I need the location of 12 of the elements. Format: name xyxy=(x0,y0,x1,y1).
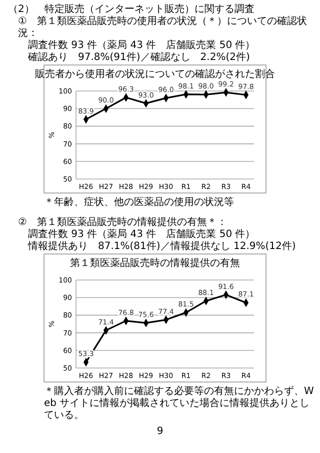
chart-title: 販売者から使用者の状況についての確認がされた割合 xyxy=(35,68,275,80)
text: ① 第１類医薬品販売時の使用者の状況（＊）についての確認状況： xyxy=(18,15,307,39)
text: （2） 特定販売（インターネット販売）に関する調査 xyxy=(8,3,254,15)
text: 9 xyxy=(156,426,164,437)
text: ② 第１類医薬品販売時の情報提供の有無＊： xyxy=(18,216,227,228)
text: 情報提供あり 87.1%(81件)／情報提供なし 12.9%(12件) xyxy=(27,240,296,252)
text: ＊購入者が購入前に確認する必要等の有無にかかわらず、Web サイトに情報が掲載されていた場合に情報提供ありとしている。 xyxy=(44,385,314,421)
text: 調査件数 93 件（薬局 43 件 店舗販売業 50 件） xyxy=(28,228,256,240)
text: ＊年齢、症状、他の医薬品の使用の状況等 xyxy=(44,196,234,208)
text: 確認あり 97.8%(91件)／確認なし 2.2%(2件) xyxy=(27,51,250,63)
chart-title: 第１類医薬品販売時の情報提供の有無 xyxy=(70,257,240,269)
text: 調査件数 93 件（薬局 43 件 店舗販売業 50 件） xyxy=(28,39,256,51)
